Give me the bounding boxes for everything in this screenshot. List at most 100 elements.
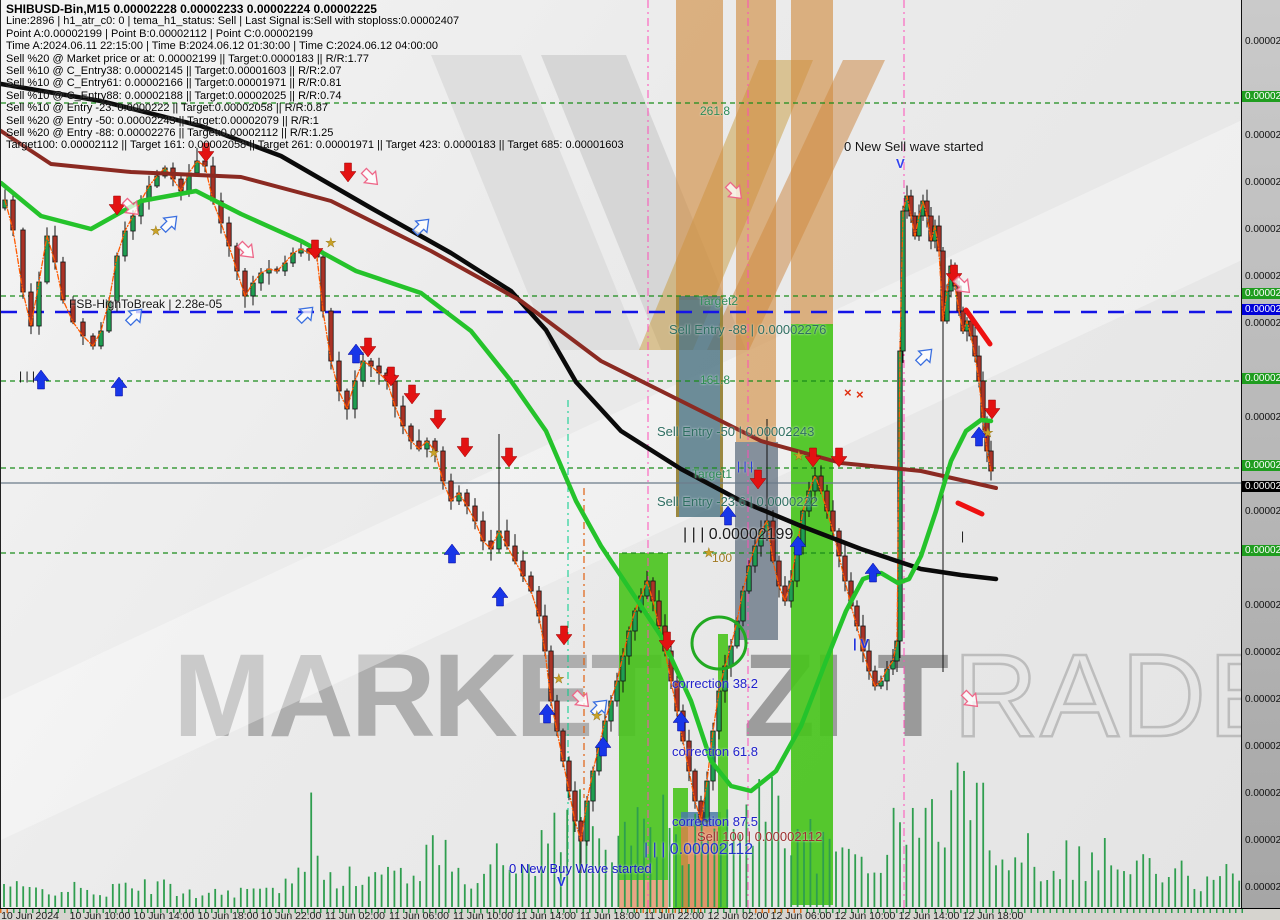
left-ticks-mark: | | |: [19, 369, 36, 383]
price-label: 0.0000221: [1245, 506, 1280, 517]
time-label: 10 Jun 14:00: [133, 910, 195, 920]
fsb-level-label: FSB-HighToBreak | 2.28e-05: [69, 297, 223, 311]
buy-arrow-icon: [970, 426, 988, 447]
time-label: 10 Jun 2024: [1, 910, 59, 920]
time-label: 12 Jun 14:00: [898, 910, 960, 920]
sell-arrow-icon: [382, 366, 400, 387]
info-line-8: Sell %10 @ C_Entry88: 0.00002188 || Targ…: [6, 89, 342, 102]
info-line-9: Sell %10 @ Entry -23: 0.0000222 || Targe…: [6, 102, 329, 115]
star-icon: ★: [150, 223, 162, 238]
correction-618-label: correction 61.8: [672, 744, 758, 759]
price-label: 0.0000214: [1245, 741, 1280, 752]
time-label: 10 Jun 18:00: [197, 910, 259, 920]
zone-edge: [720, 296, 723, 517]
hollow-up-arrow-icon: [295, 306, 314, 325]
info-line-6: Sell %10 @ C_Entry38: 0.00002145 || Targ…: [6, 65, 342, 78]
signal-ellipse: [690, 615, 748, 671]
chart-plot[interactable]: ★ ★ ★ ★ ★ ★ ★ ★ × ×: [1, 0, 1242, 908]
info-line-2: Line:2896 | h1_atr_c0: 0 | tema_h1_statu…: [6, 15, 460, 28]
level-2199-label: | | | 0.00002199: [683, 526, 794, 543]
trend-red-upper: [963, 307, 993, 347]
time-label: 11 Jun 18:00: [580, 910, 640, 920]
buy-arrow-icon: [719, 505, 737, 526]
signal-info-block: SHIBUSD-Bin,M15 0.00002228 0.00002233 0.…: [6, 3, 624, 152]
info-line-10: Sell %20 @ Entry -50: 0.00002243 || Targ…: [6, 114, 319, 127]
zone-green-narrow-2: [718, 634, 728, 908]
zone-edge: [676, 296, 679, 517]
tick-strip-orange: [755, 909, 803, 913]
sell-wave-v-mark: V: [896, 156, 905, 171]
buy-arrow-icon: [347, 343, 365, 364]
time-label: 11 Jun 14:00: [516, 910, 576, 920]
hollow-up-arrow-icon: [124, 308, 143, 327]
star-icon: ★: [591, 708, 603, 723]
tick-strip-orange: [636, 909, 704, 913]
info-line-1: SHIBUSD-Bin,M15 0.00002228 0.00002233 0.…: [6, 2, 377, 16]
sell-arrow-icon: [500, 447, 518, 468]
hollow-down-arrow-icon: [960, 689, 979, 708]
chart-canvas[interactable]: MARKET ZI T RADE ★★★★★★★★×× FSB-HighToBr…: [0, 0, 1242, 908]
price-label: 0.0000211: [1245, 835, 1280, 846]
sell-arrow-icon: [983, 399, 1001, 420]
price-label: 0.0000232: [1245, 177, 1280, 188]
sell-arrow-icon: [339, 162, 357, 183]
price-badge-blue: 0.00002: [1242, 304, 1280, 315]
time-label: 10 Jun 22:00: [260, 910, 322, 920]
price-label: 0.0000224: [1245, 412, 1280, 423]
info-line-4: Time A:2024.06.11 22:15:00 | Time B:2024…: [6, 40, 438, 53]
hollow-down-arrow-icon: [236, 240, 255, 259]
time-label: 12 Jun 02:00: [707, 910, 769, 920]
hollow-up-arrow-icon: [159, 215, 178, 234]
watermark-trade: RADE: [952, 629, 1242, 764]
price-label: 0.0000216: [1245, 694, 1280, 705]
price-label: 0.0000233: [1245, 130, 1280, 141]
price-label: 0.0000227: [1245, 318, 1280, 329]
black-ma-line: [1, 81, 999, 582]
star-icon: ★: [553, 671, 565, 686]
time-axis[interactable]: 10 Jun 2024 10 Jun 10:00 10 Jun 14:00 10 Ju…: [0, 908, 1280, 920]
price-label: 0.0000230: [1245, 224, 1280, 235]
bg-shape: [1, 120, 1242, 840]
chart-annotations: FSB-HighToBreak | 2.28e-05 261.8 Target2 Se…: [1, 0, 1242, 908]
mid-blue-ticks-mark: | | |: [737, 459, 754, 473]
price-badge-green: 0.00002: [1242, 373, 1280, 384]
sell-arrow-icon: [108, 195, 126, 216]
price-label: 0.0000219: [1245, 600, 1280, 611]
price-axis[interactable]: 0.0000236 0.0000233 0.0000232 0.0000230 0.00…: [1241, 0, 1280, 908]
time-label: 11 Jun 06:00: [389, 910, 449, 920]
info-line-3: Point A:0.00002199 | Point B:0.00002112 …: [6, 27, 314, 40]
buy-arrow-icon: [491, 586, 509, 607]
price-label: 0.0000229: [1245, 271, 1280, 282]
fib-261-label: 261.8: [700, 104, 731, 118]
buy-wave-label: 0 New Buy Wave started: [509, 861, 652, 876]
right-tick-mark: |: [961, 529, 965, 543]
zone-orange-1: [676, 0, 723, 300]
price-badge-black: 0.00002: [1242, 481, 1280, 492]
watermark-trade-t: T: [877, 630, 950, 762]
price-label: 0.0000217: [1245, 647, 1280, 658]
tick-strip-orange: [0, 909, 10, 913]
sell-arrow-icon: [555, 625, 573, 646]
zone-orange-3: [791, 0, 833, 326]
zone-orange-2: [736, 0, 776, 442]
price-badge-green: 0.00002: [1242, 91, 1280, 102]
time-label: 10 Jun 10:00: [69, 910, 131, 920]
green-ma-line: [1, 180, 994, 794]
buy-arrow-icon: [443, 543, 461, 564]
trend-red-lower: [955, 500, 985, 517]
zone-green-right: [791, 324, 833, 905]
price-label: 0.0000236: [1245, 36, 1280, 47]
sell-arrow-icon: [359, 337, 377, 358]
hollow-down-arrow-icon: [360, 167, 379, 186]
time-label: 11 Jun 02:00: [325, 910, 385, 920]
sell-arrow-icon: [749, 469, 767, 490]
buy-arrow-icon: [864, 562, 882, 583]
time-label: 11 Jun 10:00: [453, 910, 513, 920]
time-label: 11 Jun 22:00: [644, 910, 704, 920]
time-label: 12 Jun 18:00: [962, 910, 1024, 920]
sell-100-label: Sell 100 | 0.00002112: [697, 829, 823, 844]
sell-arrow-icon: [658, 631, 676, 652]
sell-arrow-icon: [197, 142, 215, 163]
level-2112-label: | | | 0.00002112: [644, 841, 754, 858]
sell-entry-50-label: Sell Entry -50 | 0.00002243: [657, 424, 815, 439]
